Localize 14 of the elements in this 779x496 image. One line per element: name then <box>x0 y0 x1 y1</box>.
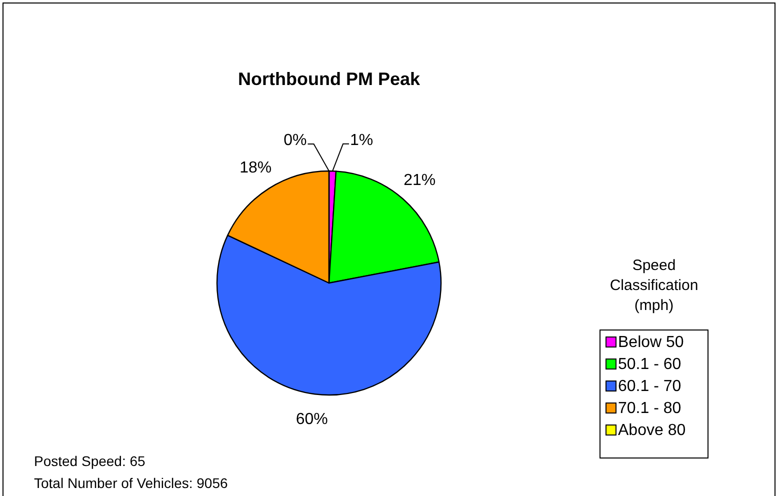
legend-label: 70.1 - 80 <box>618 400 682 417</box>
data-label: 60% <box>296 410 328 428</box>
text: Total Number of Vehicles: 9056 <box>34 475 228 491</box>
data-label: 21% <box>404 172 436 190</box>
text: Posted Speed: 65 <box>34 453 146 469</box>
legend-label: Above 80 <box>618 422 686 439</box>
data-label: 18% <box>240 159 272 176</box>
text: 0% <box>284 132 307 150</box>
legend-label: 60.1 - 70 <box>618 378 682 395</box>
legend-title: Speed Classification (mph) <box>610 257 698 314</box>
legend-label: 50.1 - 60 <box>618 356 682 373</box>
chart-title: Northbound PM Peak <box>238 69 421 89</box>
legend-label: Below 50 <box>618 334 684 351</box>
data-label: 1% <box>350 132 374 149</box>
